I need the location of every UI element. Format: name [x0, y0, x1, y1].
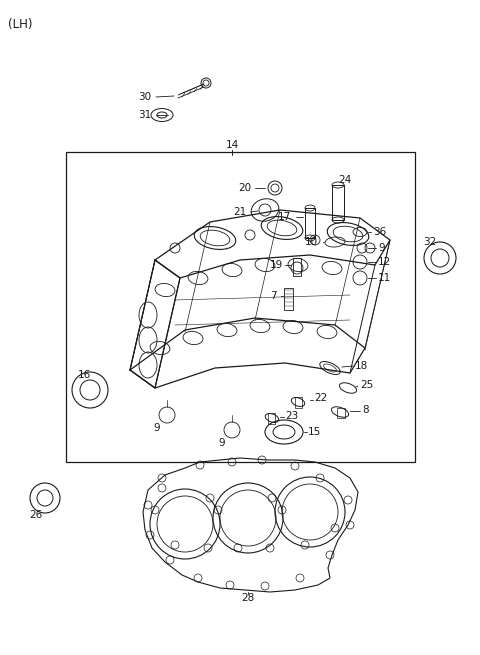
Text: 22: 22 — [314, 393, 327, 403]
Text: 30: 30 — [138, 92, 151, 102]
Text: 14: 14 — [226, 140, 239, 150]
Text: 7: 7 — [270, 291, 276, 301]
Text: 9: 9 — [154, 423, 160, 433]
Text: 19: 19 — [270, 260, 283, 270]
Text: 20: 20 — [238, 183, 251, 193]
Bar — [284, 288, 293, 310]
Text: 24: 24 — [338, 175, 352, 185]
Bar — [293, 258, 301, 276]
Text: 32: 32 — [423, 237, 437, 247]
Text: 9: 9 — [219, 438, 225, 448]
Text: 25: 25 — [360, 380, 373, 390]
Bar — [268, 413, 275, 424]
Text: 31: 31 — [138, 110, 151, 120]
Text: 26: 26 — [29, 510, 43, 520]
Bar — [66, 152, 415, 462]
Text: (LH): (LH) — [8, 18, 33, 31]
Text: 15: 15 — [308, 427, 321, 437]
Bar — [305, 208, 315, 238]
Text: 18: 18 — [355, 361, 368, 371]
Text: 28: 28 — [241, 593, 254, 603]
Text: 23: 23 — [285, 411, 298, 421]
Text: 17: 17 — [278, 212, 291, 222]
Text: 21: 21 — [233, 207, 246, 217]
Text: 9: 9 — [378, 243, 384, 253]
Text: 10: 10 — [305, 237, 318, 247]
Bar — [295, 397, 302, 408]
Text: 12: 12 — [378, 257, 391, 267]
Text: 36: 36 — [373, 227, 386, 237]
Text: 11: 11 — [378, 273, 391, 283]
Bar — [337, 408, 345, 418]
Text: 16: 16 — [78, 370, 91, 380]
Bar — [332, 185, 344, 220]
Text: 8: 8 — [362, 405, 369, 415]
